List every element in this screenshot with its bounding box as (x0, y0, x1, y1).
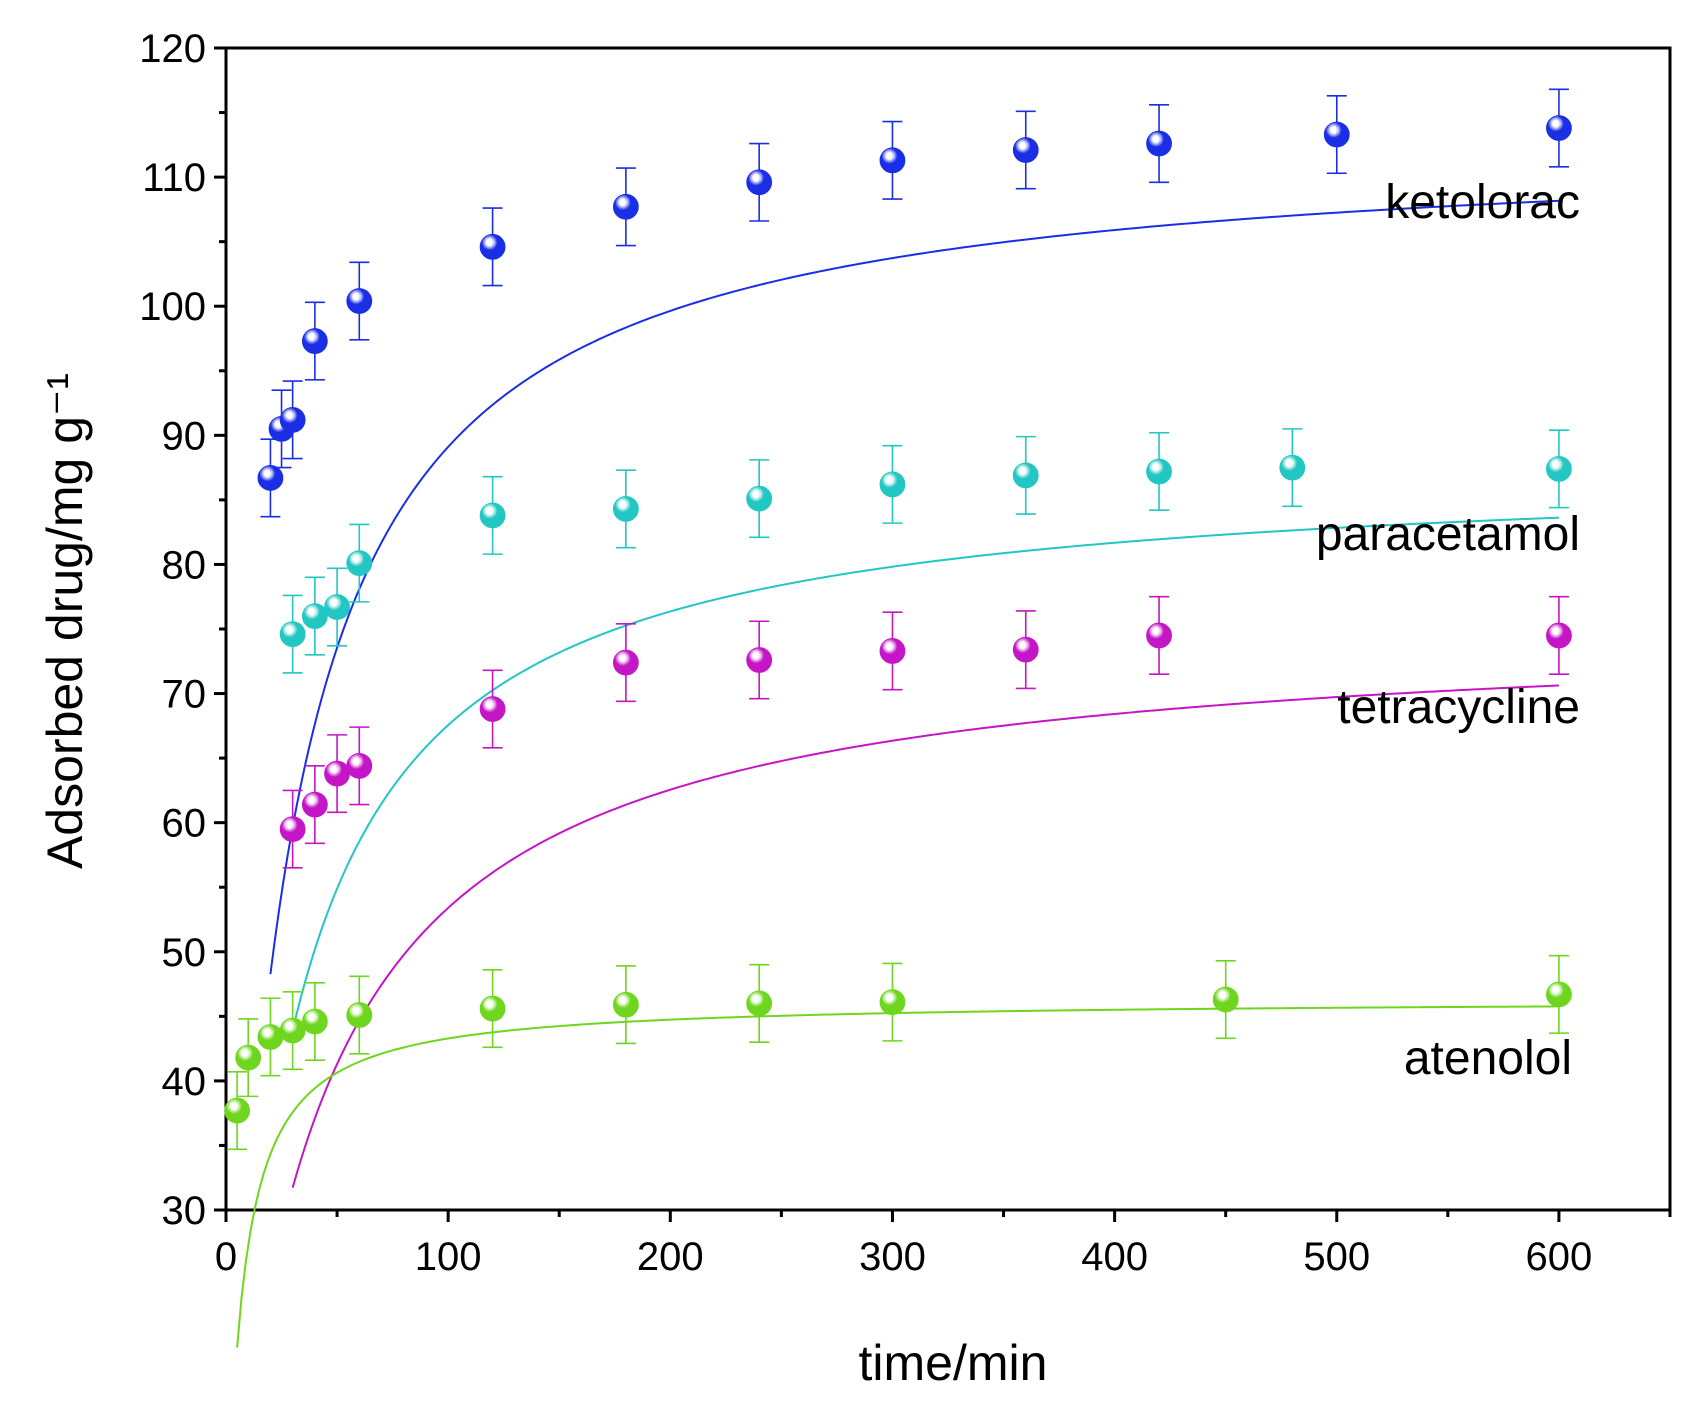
paracetamol-data-point (1279, 454, 1306, 481)
paracetamol-data-point (1012, 462, 1039, 489)
x-tick-label: 100 (415, 1235, 482, 1279)
y-tick-label: 60 (162, 802, 207, 846)
paracetamol-data-point (612, 496, 639, 522)
atenolol-data-point (1212, 986, 1239, 1013)
series-atenolol (224, 954, 1572, 1348)
series-layer (224, 88, 1572, 1348)
series-ketolorac (257, 88, 1572, 975)
ketolorac-data-point (279, 406, 306, 433)
y-tick-label: 30 (162, 1189, 207, 1233)
x-tick-label: 400 (1081, 1235, 1148, 1279)
series-label-ketolorac: ketolorac (1385, 176, 1580, 229)
paracetamol-data-point (879, 471, 906, 498)
atenolol-data-point (257, 1024, 284, 1050)
y-tick-label: 90 (162, 414, 207, 458)
paracetamol-data-point (324, 594, 350, 620)
atenolol-data-point (346, 1002, 373, 1028)
atenolol-data-point (279, 1017, 306, 1044)
atenolol-data-point (746, 990, 773, 1017)
ketolorac-data-point (257, 465, 284, 491)
tetracycline-data-point (879, 638, 906, 664)
y-tick-label: 100 (139, 285, 206, 329)
y-axis-title: Adsorbed drug/mg g⁻¹ (37, 373, 93, 869)
tetracycline-data-point (1012, 636, 1039, 663)
atenolol-fit-line (236, 1005, 1559, 1348)
x-tick-label: 200 (637, 1235, 704, 1279)
series-label-paracetamol: paracetamol (1316, 508, 1580, 561)
atenolol-data-point (879, 989, 906, 1016)
atenolol-data-point (235, 1044, 262, 1071)
tetracycline-data-point (324, 760, 350, 787)
paracetamol-data-point (1146, 458, 1172, 485)
paracetamol-data-point (346, 550, 373, 577)
atenolol-data-point (612, 991, 639, 1018)
paracetamol-data-point (479, 502, 506, 529)
ketolorac-data-point (879, 147, 906, 174)
paracetamol-fit-line (291, 516, 1559, 1031)
series-label-tetracycline: tetracycline (1337, 681, 1580, 734)
x-tick-label: 0 (215, 1235, 237, 1279)
tetracycline-data-point (346, 752, 373, 779)
ketolorac-data-point (1546, 115, 1572, 141)
x-tick-label: 300 (859, 1235, 926, 1279)
paracetamol-data-point (746, 485, 773, 512)
y-tick-label: 40 (162, 1060, 207, 1104)
y-tick-label: 80 (162, 543, 207, 587)
y-tick-label: 70 (162, 673, 207, 717)
ketolorac-fit-line (269, 199, 1559, 975)
series-tetracycline (279, 595, 1572, 1188)
x-tick-label: 500 (1303, 1235, 1370, 1279)
paracetamol-data-point (1546, 456, 1572, 482)
atenolol-data-point (301, 1008, 328, 1035)
ketolorac-data-point (1012, 137, 1039, 163)
x-axis-title: time/min (859, 1335, 1048, 1391)
tetracycline-data-point (1546, 622, 1572, 649)
tetracycline-data-point (301, 791, 328, 818)
tetracycline-data-point (1146, 622, 1172, 649)
atenolol-data-point (224, 1097, 251, 1124)
y-tick-label: 110 (142, 156, 206, 200)
y-tick-label: 120 (139, 27, 206, 71)
series-label-atenolol: atenolol (1404, 1032, 1572, 1085)
tetracycline-fit-line (291, 684, 1559, 1188)
ketolorac-data-point (479, 233, 506, 260)
ketolorac-data-point (746, 169, 773, 196)
paracetamol-data-point (279, 621, 306, 648)
label-layer: ketolorac paracetamol tetracycline atenolol (1316, 176, 1580, 1085)
paracetamol-data-point (301, 603, 328, 629)
tetracycline-data-point (479, 696, 506, 722)
ketolorac-data-point (1323, 121, 1350, 148)
tetracycline-data-point (612, 649, 639, 676)
tetracycline-data-point (279, 816, 306, 843)
ketolorac-data-point (612, 193, 639, 220)
ketolorac-data-point (301, 328, 328, 354)
ketolorac-data-point (1146, 130, 1172, 157)
ketolorac-data-point (346, 288, 373, 314)
tetracycline-data-point (746, 647, 773, 673)
x-tick-label: 600 (1526, 1235, 1593, 1279)
y-tick-label: 50 (162, 931, 207, 975)
series-paracetamol (279, 428, 1572, 1031)
axes-layer: 0 100 200 300 400 500 600 30 40 50 60 70 80 90 100 110 1… (139, 27, 1672, 1279)
atenolol-data-point (479, 995, 506, 1022)
atenolol-data-point (1546, 981, 1572, 1008)
